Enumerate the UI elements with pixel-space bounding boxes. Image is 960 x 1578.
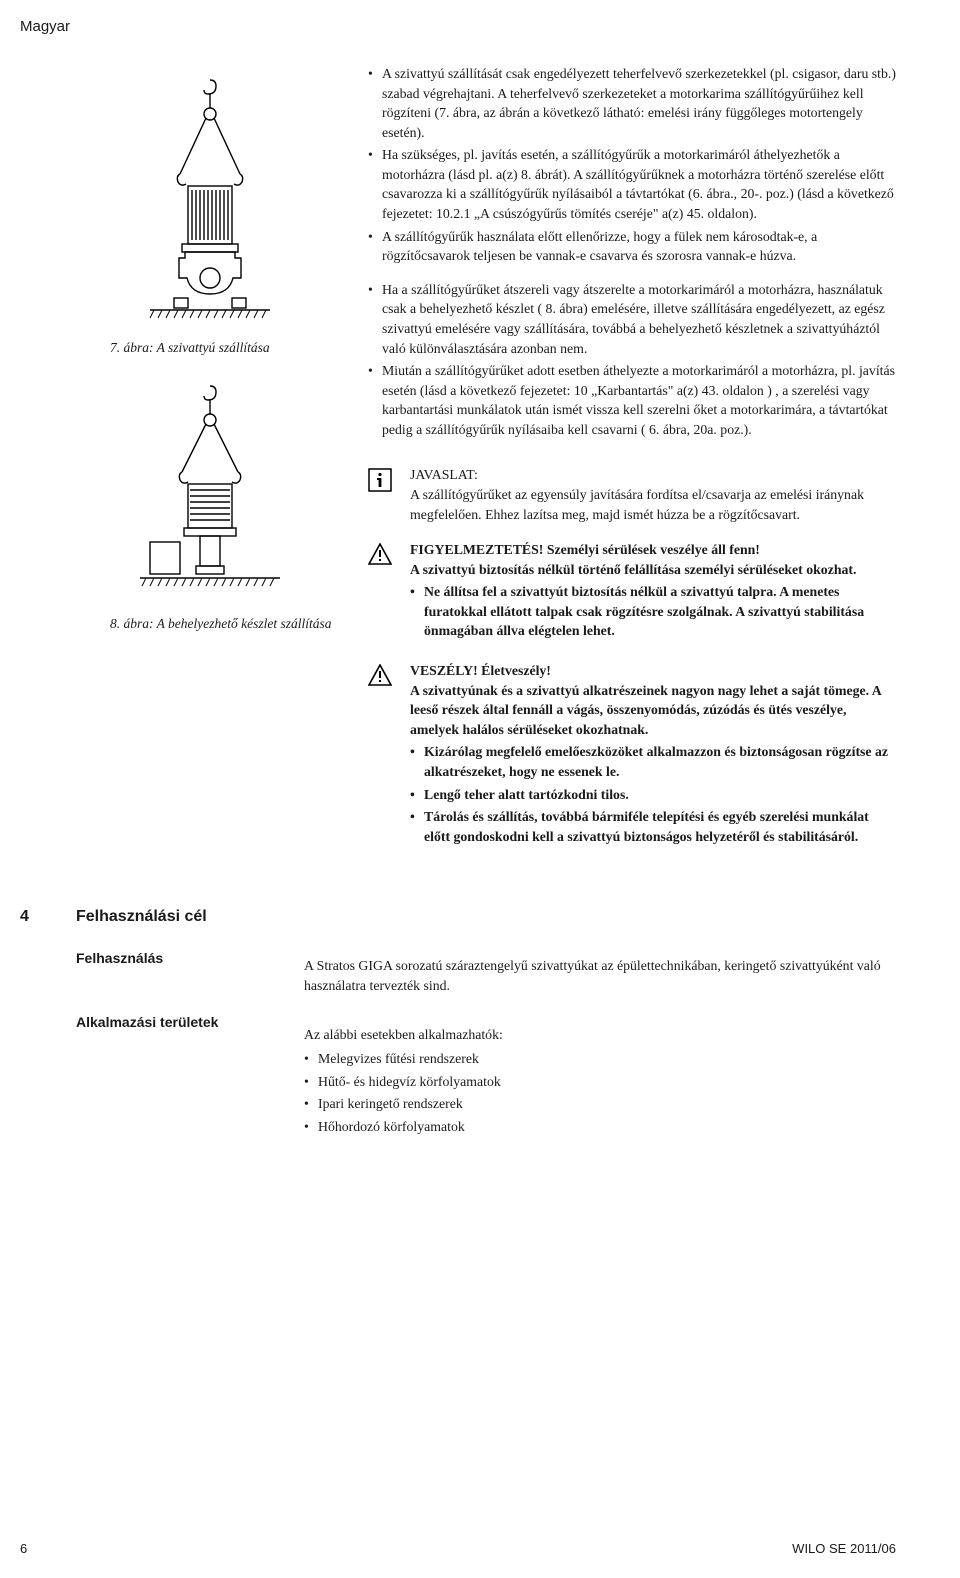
section-number: 4 — [20, 908, 48, 1146]
bullet-group-top: A szivattyú szállítását csak engedélyeze… — [368, 64, 896, 266]
bullet-group-mid: Ha a szállítógyűrűket átszereli vagy áts… — [368, 280, 896, 440]
note-suggestion: JAVASLAT: A szállítógyűrűket az egyensúl… — [368, 465, 896, 524]
list-item: Kizárólag megfelelő emelőeszközöket alka… — [410, 742, 896, 781]
page-number: 6 — [20, 1541, 27, 1556]
insert-kit-lifting-diagram — [110, 380, 320, 610]
note-danger: VESZÉLY! Életveszély! A szivattyúnak és … — [368, 661, 896, 856]
page-footer: 6 WILO SE 2011/06 — [20, 1541, 896, 1556]
warning-icon — [368, 664, 392, 686]
note-title: JAVASLAT: — [410, 465, 896, 485]
note-text: A szállítógyűrűket az egyensúly javításá… — [410, 485, 896, 524]
list-item: Miután a szállítógyűrűket adott esetben … — [368, 361, 896, 439]
text-column: A szivattyú szállítását csak engedélyeze… — [368, 64, 896, 866]
pump-lifting-diagram — [110, 74, 320, 334]
list-item: Ha a szállítógyűrűket átszereli vagy áts… — [368, 280, 896, 358]
figure-7: 7. ábra: A szivattyú szállítása — [110, 74, 340, 356]
warning-icon — [368, 543, 392, 565]
figure-7-caption: 7. ábra: A szivattyú szállítása — [110, 340, 340, 356]
list-item: Ha szükséges, pl. javítás esetén, a szál… — [368, 145, 896, 223]
areas-intro: Az alábbi esetekben alkalmazhatók: — [304, 1025, 896, 1045]
danger-text: A szivattyúnak és a szivattyú alkatrésze… — [410, 681, 896, 740]
warning-title: FIGYELMEZTETÉS! Személyi sérülések veszé… — [410, 540, 896, 560]
section-4: 4 Felhasználási cél Felhasználás Alkalma… — [110, 908, 896, 1146]
list-item: Tárolás és szállítás, továbbá bármiféle … — [410, 807, 896, 846]
figure-8-caption: 8. ábra: A behelyezhető készlet szállítá… — [110, 616, 340, 632]
page-content: 7. ábra: A szivattyú szállítása — [0, 0, 960, 1186]
list-item: A szállítógyűrűk használata előtt ellenő… — [368, 227, 896, 266]
danger-title: VESZÉLY! Életveszély! — [410, 661, 896, 681]
language-label: Magyar — [20, 18, 70, 35]
note-warning: FIGYELMEZTETÉS! Személyi sérülések veszé… — [368, 540, 896, 651]
figure-column: 7. ábra: A szivattyú szállítása — [110, 64, 340, 866]
info-icon — [368, 468, 392, 492]
subsection-areas-label: Alkalmazási területek — [76, 1014, 276, 1030]
section-title: Felhasználási cél — [76, 908, 276, 926]
list-item: Melegvizes fűtési rendszerek — [304, 1049, 896, 1069]
list-item: Lengő teher alatt tartózkodni tilos. — [410, 785, 896, 805]
list-item: Ne állítsa fel a szivattyút biztosítás n… — [410, 582, 896, 641]
list-item: Hűtő- és hidegvíz körfolyamatok — [304, 1072, 896, 1092]
list-item: A szivattyú szállítását csak engedélyeze… — [368, 64, 896, 142]
subsection-use-label: Felhasználás — [76, 950, 276, 966]
list-item: Ipari keringető rendszerek — [304, 1094, 896, 1114]
warning-text: A szivattyú biztosítás nélkül történő fe… — [410, 560, 896, 580]
footer-right: WILO SE 2011/06 — [792, 1541, 896, 1556]
list-item: Hőhordozó körfolyamatok — [304, 1117, 896, 1137]
use-body: A Stratos GIGA sorozatú száraztengelyű s… — [304, 956, 896, 995]
figure-8: 8. ábra: A behelyezhető készlet szállítá… — [110, 380, 340, 632]
